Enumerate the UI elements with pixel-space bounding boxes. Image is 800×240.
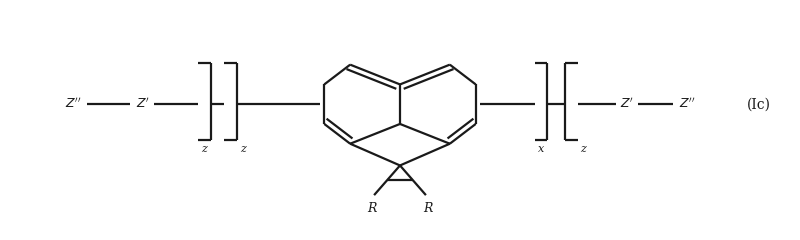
Text: R: R [423, 202, 433, 215]
Text: $Z'$: $Z'$ [136, 97, 150, 111]
Text: $Z''$: $Z''$ [679, 97, 695, 111]
Text: z: z [202, 144, 207, 154]
Text: z: z [580, 144, 586, 154]
Text: z: z [241, 144, 246, 154]
Text: $Z''$: $Z''$ [65, 97, 82, 111]
Text: x: x [538, 144, 544, 154]
Text: (Ic): (Ic) [746, 97, 770, 111]
Text: $Z'$: $Z'$ [620, 97, 634, 111]
Text: R: R [367, 202, 377, 215]
